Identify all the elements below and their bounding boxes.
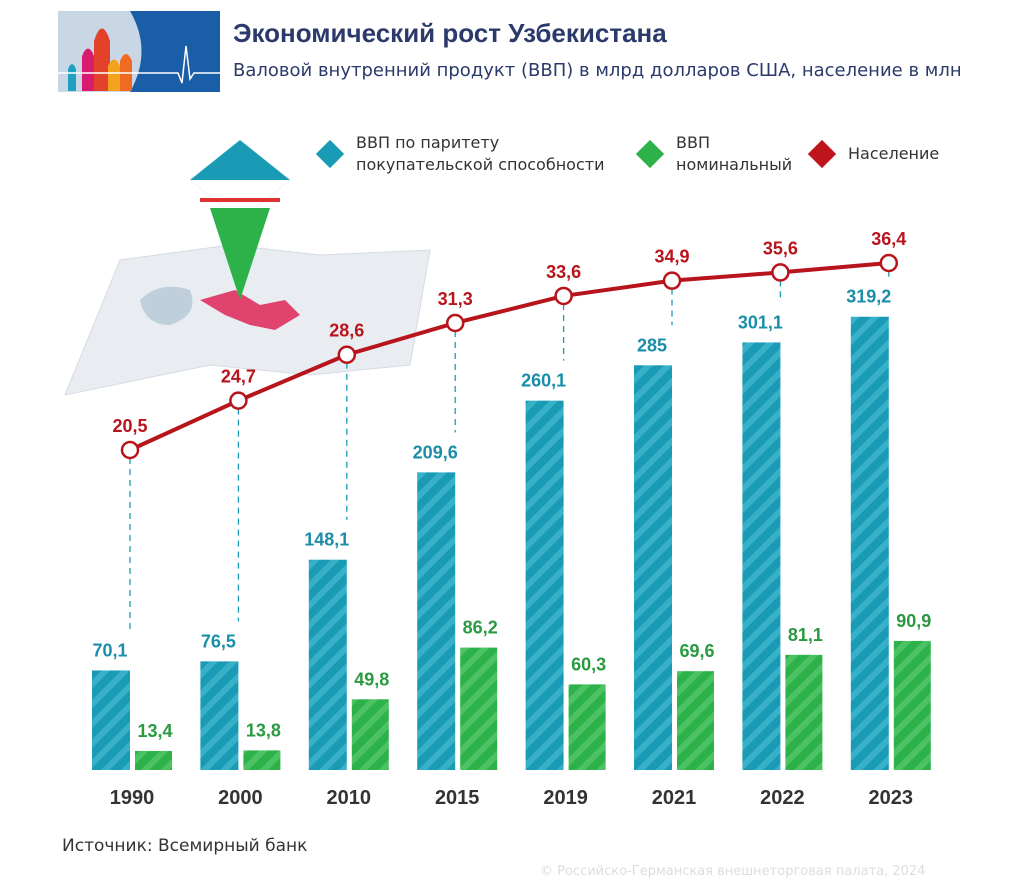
label-ppp-1990: 70,1 [92,640,127,660]
legend-item-population: Население [807,139,940,169]
bar-nominal-1990 [135,750,172,770]
label-nominal-2022: 81,1 [788,625,823,645]
bar-nominal-2022 [785,654,823,770]
legend-label: покупательской способности [356,155,605,174]
label-population-2010: 28,6 [329,321,364,341]
source-note: Источник: Всемирный банк [62,836,308,856]
label-ppp-2022: 301,1 [738,312,783,332]
x-tick-label: 2021 [652,787,697,809]
legend-label: ВВП по паритету [356,133,500,152]
legend-label: ВВП [676,133,710,152]
bar-ppp-2023 [850,316,889,770]
population-point-1990 [120,440,140,460]
bar-nominal-2021 [677,671,714,770]
label-nominal-2010: 49,8 [354,669,389,689]
label-nominal-2019: 60,3 [571,654,606,674]
label-nominal-2015: 86,2 [463,618,498,638]
label-population-1990: 20,5 [112,416,147,436]
population-point-2022 [771,263,790,282]
label-ppp-2010: 148,1 [304,530,349,550]
population-point-2023 [879,253,899,273]
population-point-2000 [229,391,248,410]
copyright: © Российско-Германская внешнеторговая па… [540,864,926,879]
label-population-2021: 34,9 [654,247,689,267]
label-ppp-2021: 285 [637,335,667,355]
bar-nominal-2015 [460,647,498,770]
x-tick-label: 2000 [218,787,263,809]
legend-label: Население [848,144,940,163]
label-nominal-2023: 90,9 [896,611,931,631]
bar-ppp-2015 [417,472,456,770]
x-tick-label: 2019 [543,787,588,809]
bar-nominal-2010 [351,699,389,770]
legend-item-ppp: ВВП по паритету покупательской способност… [315,132,605,176]
label-ppp-2015: 209,6 [413,442,458,462]
population-point-2015 [445,313,465,333]
label-population-2019: 33,6 [546,262,581,282]
bar-ppp-2022 [742,342,781,770]
label-nominal-2021: 69,6 [679,641,714,661]
bar-ppp-2000 [200,661,239,770]
bar-ppp-2010 [308,559,347,770]
label-population-2023: 36,4 [871,229,906,249]
label-ppp-2000: 76,5 [201,631,236,651]
bar-nominal-2019 [568,684,606,770]
x-tick-label: 1990 [110,787,155,809]
label-population-2000: 24,7 [221,367,256,387]
label-population-2022: 35,6 [763,238,798,258]
legend-item-nominal: ВВП номинальный [635,132,793,176]
population-line [129,261,889,452]
bar-nominal-2023 [893,640,931,770]
label-population-2015: 31,3 [438,289,473,309]
population-point-2010 [337,345,357,364]
chart-title: Экономический рост Узбекистана [233,18,667,48]
label-ppp-2023: 319,2 [846,287,891,307]
label-nominal-2000: 13,8 [246,720,281,740]
x-tick-label: 2022 [760,787,805,809]
x-tick-label: 2010 [327,787,372,809]
chart-subtitle: Валовой внутренний продукт (ВВП) в млрд … [233,60,962,81]
bar-ppp-1990 [92,670,130,770]
logo [58,11,220,92]
population-point-2019 [554,286,573,306]
x-tick-label: 2015 [435,787,480,809]
label-ppp-2019: 260,1 [521,371,566,391]
population-point-2021 [662,271,682,290]
label-nominal-1990: 13,4 [137,721,172,741]
legend-label: номинальный [676,155,793,174]
bar-ppp-2021 [634,365,672,770]
x-tick-label: 2023 [869,787,914,809]
bar-ppp-2019 [525,400,564,770]
bar-nominal-2000 [243,750,281,770]
